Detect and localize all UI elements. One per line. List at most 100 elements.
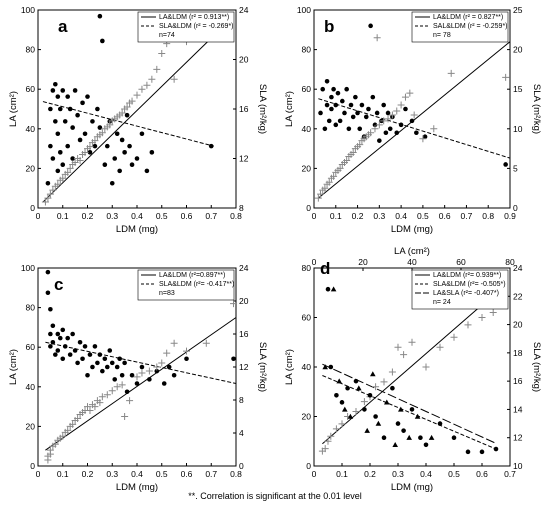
cross-point [133,373,141,381]
dot-point [357,126,363,132]
dot-point [355,110,360,116]
y-tick-label: 80 [26,303,36,313]
cross-point [163,349,171,357]
cross-point [380,378,388,386]
dot-point [48,344,53,349]
y2-tick-label: 22 [513,291,523,301]
cross-point [46,446,54,454]
cross-point [126,397,134,405]
cross-point [86,143,94,151]
cross-point [430,125,438,133]
dot-point [129,372,135,378]
dot-point [134,156,140,161]
dot-point [345,385,350,391]
y-tick-label: 0 [306,461,311,471]
triangle-point [428,434,435,440]
y-tick-label: 20 [26,421,36,431]
dot-point [87,352,93,357]
dot-point [147,377,152,382]
dot-point [57,106,63,112]
legend-label: SAL&LDM (r² = -0.259*) [433,23,508,30]
cross-point [64,168,72,176]
y2-tick-label: 8 [239,203,244,213]
dot-point [55,94,61,99]
y2-tick-label: 18 [513,348,523,358]
triangle-point [370,371,376,377]
y-axis-title: LA (cm²) [284,91,295,127]
cross-point [447,69,455,77]
x-tick-label: 0.5 [156,211,168,221]
dot-point [48,306,53,312]
legend-label: LA&LDM (r²= 0.939**) [433,272,501,279]
cross-point [153,363,161,371]
dot-point [451,435,457,441]
legend: LA&LDM (r²= 0.939**) SLA&LDM (r²= -0.505*… [411,269,509,310]
dot-point [208,143,214,149]
y-tick-label: 60 [302,84,312,94]
dot-point [60,88,66,93]
x2-tick-label: 40 [407,257,417,267]
dot-point [97,352,103,357]
x-tick-label: 0.6 [439,211,451,221]
panel-letter: c [54,275,63,294]
cross-point [406,89,414,97]
cross-point [76,156,84,164]
dot-point [114,131,120,137]
x-tick-label: 0.5 [156,469,168,479]
dot-point [95,360,100,366]
cross-point [59,432,67,440]
y2-tick-label: 24 [239,263,249,273]
y2-tick-label: 16 [239,329,249,339]
dot-point [45,290,51,296]
dot-point [65,335,70,341]
dot-point [112,377,118,382]
dot-point [55,348,61,353]
cross-point [464,321,472,329]
cross-point [419,135,427,143]
y2-tick-label: 12 [239,362,249,372]
dot-point [144,168,150,174]
cross-point [138,369,146,377]
cross-point [324,437,332,445]
y2-tick-label: 5 [513,163,518,173]
dot-point [154,368,160,374]
dot-point [134,381,140,386]
regression-line-solid [42,35,215,203]
dot-point [75,112,80,118]
y-tick-label: 20 [302,412,312,422]
legend-label: LA&LDM (r²=0.897**) [159,272,225,279]
regression-line-dashed [42,101,214,147]
cross-point [375,121,383,129]
y-tick-label: 80 [302,263,312,273]
dot-point [50,88,56,93]
triangle-point [347,413,354,419]
y2-tick-label: 15 [513,84,523,94]
dot-point [503,162,508,167]
cross-point [183,347,190,355]
cross-point [71,158,79,166]
cross-point [98,129,106,137]
x-tick-label: 0.6 [476,469,488,479]
dot-point [166,364,172,370]
dot-point [334,392,339,398]
regression-line-solid [322,292,497,445]
triangle-point [406,434,412,440]
y-tick-label: 20 [302,163,312,173]
dot-point [139,364,145,370]
dot-point [87,150,93,155]
y2-axis-title: SLA (m²/kg) [531,84,542,134]
y-axis-title: LA (cm²) [284,349,295,385]
cross-point [371,125,379,133]
dot-point [329,94,334,100]
y2-tick-label: 20 [239,296,249,306]
dot-point [80,100,85,106]
y-tick-label: 0 [306,203,311,213]
x2-tick-label: 0 [312,257,317,267]
y2-tick-label: 20 [513,320,523,330]
dot-point [60,356,66,362]
y-tick-label: 80 [26,45,36,55]
cross-point [69,420,77,428]
legend: LA&LDM (r² = 0.827**) SAL&LDM (r² = -0.25… [411,11,509,43]
dot-point [437,421,443,426]
dot-point [119,137,125,143]
